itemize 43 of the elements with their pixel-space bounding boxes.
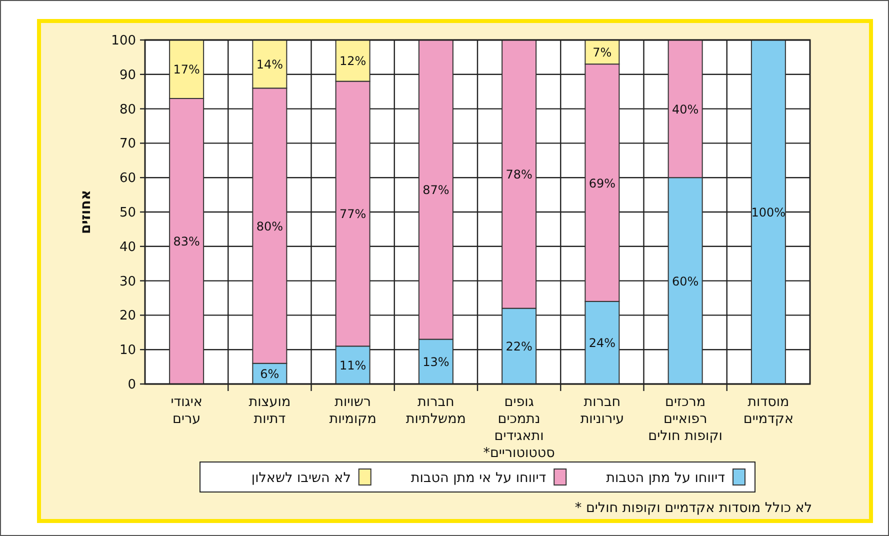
x-tick-label: מרכזים רפואיים וקופות חולים (648, 394, 722, 444)
y-tick-label: 40 (119, 240, 136, 255)
data-label: 40% (672, 102, 699, 116)
y-tick-label: 100 (111, 34, 136, 48)
data-label: 12% (339, 54, 366, 68)
y-tick-label: 70 (119, 136, 136, 152)
data-label: 78% (506, 168, 532, 182)
data-label: 83% (173, 234, 200, 249)
legend-label: דיווחו על מתן הטבות (606, 470, 725, 486)
y-tick-label: 80 (119, 102, 136, 118)
bar (750, 40, 786, 384)
data-label: 17% (173, 62, 200, 77)
x-tick-label: מוסדות אקדמיים (743, 394, 794, 427)
data-label: 60% (672, 274, 699, 288)
y-tick-label: 20 (119, 308, 136, 324)
x-tick-label: חברות עירוניות (580, 394, 624, 427)
x-tick-label: מועצות דתיות (248, 394, 291, 427)
y-axis-title: אחוזים (78, 190, 94, 234)
y-tick-label: 60 (119, 171, 136, 186)
x-tick-label: איגודי ערים (170, 394, 202, 427)
data-label: 14% (256, 58, 284, 72)
data-label: 69% (588, 176, 616, 190)
data-label: 87% (422, 183, 450, 198)
data-label: 7% (592, 46, 612, 60)
data-label: 22% (506, 340, 532, 354)
x-tick-label: רשויות מקומיות (329, 394, 376, 427)
data-label: 80% (256, 219, 284, 234)
data-label: 100% (751, 206, 786, 220)
legend-label: דיווחו על אי מתן הטבות (410, 470, 546, 486)
data-label: 6% (260, 367, 280, 382)
y-tick-label: 10 (119, 343, 136, 358)
y-tick-label: 90 (119, 68, 136, 83)
x-tick-label: חברות ממשלתיות (406, 394, 466, 427)
data-label: 11% (339, 358, 366, 373)
text: לא כולל מוסדות אקדמיים וקופות חולים * (574, 500, 812, 516)
y-tick-label: 50 (119, 206, 136, 220)
data-label: 77% (339, 207, 366, 222)
y-tick-label: 0 (128, 378, 136, 392)
legend-label: לא השיבו לשאלון (251, 470, 351, 486)
x-tick-label: גופים נתמכים ותאגידים סטטוטוריים* (483, 394, 556, 461)
data-label: 24% (588, 336, 616, 350)
y-tick-label: 30 (119, 274, 136, 290)
data-label: 13% (422, 355, 450, 370)
